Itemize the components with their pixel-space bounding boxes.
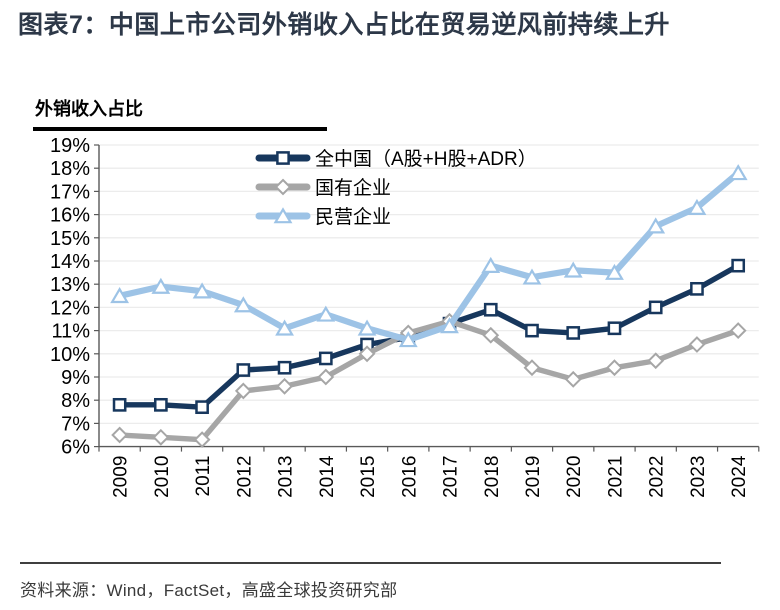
svg-text:2021: 2021 [605,456,626,498]
svg-text:2015: 2015 [358,456,379,498]
svg-text:2023: 2023 [688,456,709,498]
figure-title: 图表7：中国上市公司外销收入占比在贸易逆风前持续上升 [18,11,670,39]
svg-text:2014: 2014 [317,455,338,498]
svg-text:2010: 2010 [152,456,173,498]
chart-legend: 全中国（A股+H股+ADR） 国有企业 民营企业 [254,143,537,230]
svg-text:16%: 16% [50,205,90,227]
svg-text:2011: 2011 [193,456,214,497]
svg-text:2012: 2012 [234,456,255,498]
source-divider [20,562,721,564]
svg-text:8%: 8% [61,390,90,412]
svg-text:7%: 7% [61,413,90,435]
svg-text:2019: 2019 [523,456,544,498]
svg-text:18%: 18% [50,158,90,180]
svg-text:2013: 2013 [276,456,297,498]
legend-item-poe: 民营企业 [254,201,537,230]
legend-item-all-china: 全中国（A股+H股+ADR） [254,143,537,172]
svg-text:2016: 2016 [399,456,420,498]
svg-text:2022: 2022 [647,456,668,498]
svg-text:15%: 15% [50,228,90,250]
svg-text:10%: 10% [50,344,90,366]
svg-text:9%: 9% [61,367,90,389]
legend-diamond-marker-icon [255,178,311,195]
svg-text:2024: 2024 [729,455,750,498]
legend-label: 民营企业 [315,207,392,228]
chart-subtitle: 外销收入占比 [33,95,327,131]
legend-triangle-marker-icon [255,206,311,223]
svg-text:13%: 13% [50,274,90,296]
legend-square-marker-icon [255,150,311,165]
source-note: 资料来源：Wind，FactSet，高盛全球投资研究部 [20,581,398,600]
svg-text:12%: 12% [50,297,90,319]
svg-text:14%: 14% [50,251,90,273]
legend-label: 全中国（A股+H股+ADR） [315,149,537,170]
svg-text:2020: 2020 [564,456,585,498]
line-chart: 6%7%8%9%10%11%12%13%14%15%16%17%18%19% 20… [50,135,760,498]
svg-text:11%: 11% [51,321,90,343]
svg-text:6%: 6% [61,437,90,459]
svg-text:2017: 2017 [441,456,462,498]
svg-text:17%: 17% [50,181,90,203]
svg-text:19%: 19% [50,135,90,157]
legend-label: 国有企业 [315,178,392,199]
svg-text:2018: 2018 [482,456,503,498]
svg-text:2009: 2009 [111,456,132,498]
legend-item-soe: 国有企业 [254,172,537,201]
